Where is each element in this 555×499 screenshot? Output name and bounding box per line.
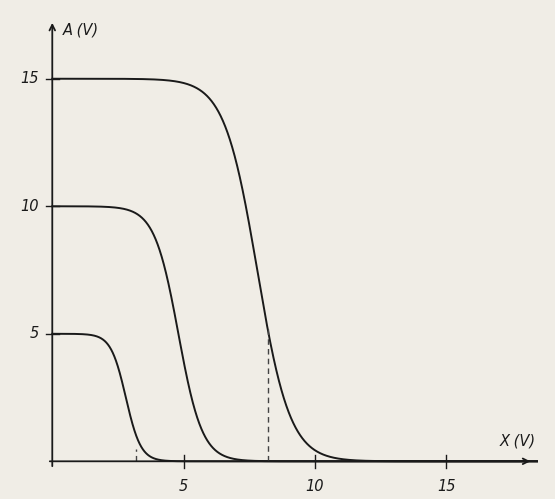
Text: X (V): X (V) [500, 434, 536, 449]
Text: 10: 10 [21, 199, 39, 214]
Text: 5: 5 [179, 479, 188, 494]
Text: 5: 5 [30, 326, 39, 341]
Text: 10: 10 [306, 479, 324, 494]
Text: A (V): A (V) [63, 22, 99, 37]
Text: 15: 15 [21, 71, 39, 86]
Text: 15: 15 [437, 479, 456, 494]
